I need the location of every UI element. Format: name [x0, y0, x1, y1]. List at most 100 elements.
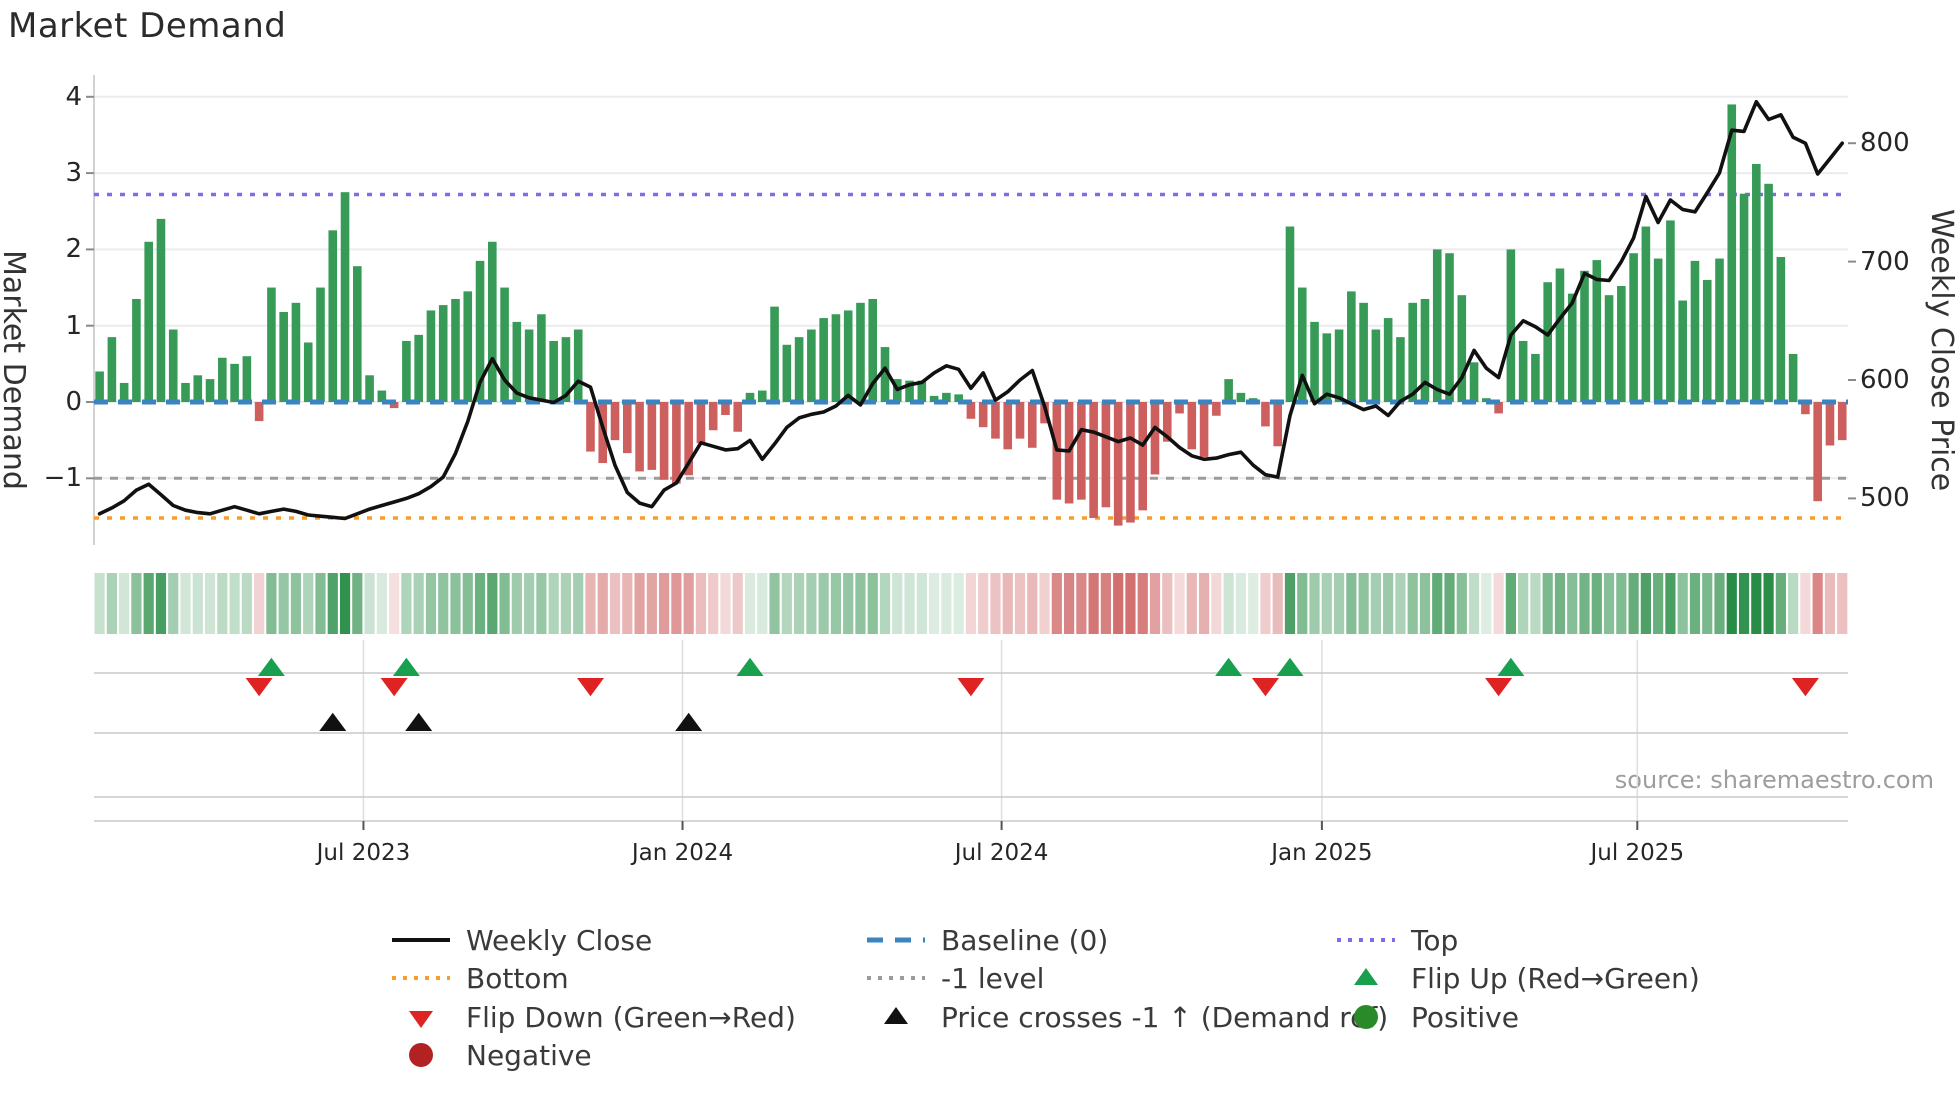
demand-bar-negative: [672, 402, 681, 484]
left-axis-tick: 2: [65, 234, 82, 265]
heatmap-cell: [303, 573, 314, 634]
demand-bar-positive: [1678, 300, 1687, 402]
demand-bar-positive: [1580, 270, 1589, 402]
demand-bar-negative: [622, 402, 632, 454]
price-cross-marker: [319, 712, 347, 731]
demand-bar-negative: [721, 402, 730, 415]
demand-bars: [95, 104, 1847, 526]
legend-item: Price crosses -1 ↑ (Demand ref): [865, 998, 1388, 1036]
heatmap-cell: [1272, 573, 1283, 634]
demand-bar-negative: [1150, 402, 1160, 475]
x-axis-tick: Jul 2024: [954, 840, 1049, 866]
heatmap-cell: [462, 573, 473, 634]
heatmap-cell: [1076, 573, 1087, 634]
demand-bar-positive: [353, 266, 362, 402]
left-axis-tick: 4: [65, 81, 82, 112]
demand-bar-positive: [831, 314, 841, 402]
heatmap-cell: [536, 573, 547, 634]
demand-bar-positive: [573, 329, 583, 402]
heatmap-cell: [450, 573, 461, 634]
demand-bar-positive: [1408, 302, 1418, 402]
heatmap-cell: [1198, 573, 1210, 634]
legend-item: Flip Up (Red→Green): [1335, 959, 1700, 997]
heatmap-cell: [1800, 573, 1811, 634]
heatmap-cell: [1542, 573, 1553, 634]
heatmap-cell: [609, 573, 621, 634]
heatmap-cell: [732, 573, 743, 634]
legend-item: Weekly Close: [390, 921, 652, 959]
demand-bar-positive: [1310, 321, 1319, 402]
demand-bar-positive: [942, 392, 951, 402]
heatmap-cell: [1481, 573, 1492, 634]
heatmap-cell: [241, 573, 252, 634]
flip-down-marker: [1251, 678, 1279, 697]
right-axis-tick: 700: [1860, 246, 1910, 277]
demand-bar-positive: [193, 375, 203, 402]
demand-bar-positive: [782, 344, 792, 402]
heatmap-cell: [1702, 573, 1713, 634]
legend-item: -1 level: [865, 959, 1044, 997]
legend-swatch: [390, 925, 452, 955]
heatmap-cell: [1333, 573, 1345, 634]
demand-bar-negative: [659, 402, 669, 480]
legend-item: Top: [1335, 921, 1458, 959]
demand-bar-positive: [1432, 249, 1442, 402]
heatmap-cell: [1014, 573, 1026, 634]
heatmap-cell: [155, 573, 167, 634]
demand-bar-positive: [1715, 258, 1724, 402]
demand-bar-negative: [1825, 402, 1835, 446]
heatmap-cell: [1186, 573, 1197, 634]
heatmap-cell: [708, 573, 719, 634]
flip-up-marker: [392, 657, 420, 676]
demand-bar-negative: [1113, 402, 1123, 526]
demand-bar-negative: [1837, 402, 1847, 441]
demand-bar-positive: [181, 382, 190, 402]
heatmap-cell: [119, 573, 130, 634]
demand-bar-positive: [1506, 249, 1516, 402]
demand-bar-positive: [500, 287, 509, 402]
flip-down-marker: [245, 678, 273, 697]
demand-bar-negative: [991, 402, 1000, 439]
heatmap-cell: [548, 573, 559, 634]
heatmap-cell: [941, 573, 952, 634]
heatmap-cell: [1432, 573, 1443, 634]
heatmap-cell: [1751, 573, 1762, 634]
demand-bar-negative: [389, 402, 399, 409]
demand-bar-positive: [1383, 318, 1393, 402]
heatmap-cell: [438, 573, 449, 634]
demand-bar-negative: [1199, 402, 1209, 457]
demand-bar-positive: [340, 192, 350, 402]
heatmap-cell: [953, 573, 964, 634]
heatmap-cell: [769, 573, 780, 634]
heatmap-cell: [168, 573, 179, 634]
heatmap-cell: [1039, 573, 1050, 634]
demand-bar-positive: [905, 380, 914, 402]
heatmap-cell: [892, 573, 903, 634]
demand-bar-positive: [291, 302, 301, 402]
heatmap-cell: [364, 573, 375, 634]
heatmap-cell: [1309, 573, 1320, 634]
heatmap-cell: [695, 573, 707, 634]
heatmap-cell: [1603, 573, 1615, 634]
heatmap-cell: [1628, 573, 1639, 634]
heatmap-cell: [1653, 573, 1664, 634]
demand-bar-negative: [1089, 402, 1098, 518]
heatmap-cell: [990, 573, 1001, 634]
heatmap-cell: [524, 573, 535, 634]
heatmap-cell: [254, 573, 265, 634]
demand-bar-positive: [451, 298, 460, 402]
heatmap-cell: [376, 573, 387, 634]
demand-bar-positive: [1347, 291, 1356, 402]
legend-label: Flip Up (Red→Green): [1411, 961, 1700, 995]
demand-bar-negative: [254, 402, 264, 422]
demand-bar-positive: [561, 337, 571, 402]
heatmap-cell: [757, 573, 768, 634]
heatmap-cell: [671, 573, 682, 634]
dash-blue-swatch-icon: [867, 937, 925, 943]
heatmap-cell: [1738, 573, 1750, 634]
demand-bar-positive: [1334, 329, 1344, 402]
demand-bar-negative: [978, 402, 988, 428]
demand-bar-negative: [1077, 402, 1086, 500]
heatmap-cell: [425, 573, 437, 634]
left-axis-tick: −1: [43, 463, 82, 494]
